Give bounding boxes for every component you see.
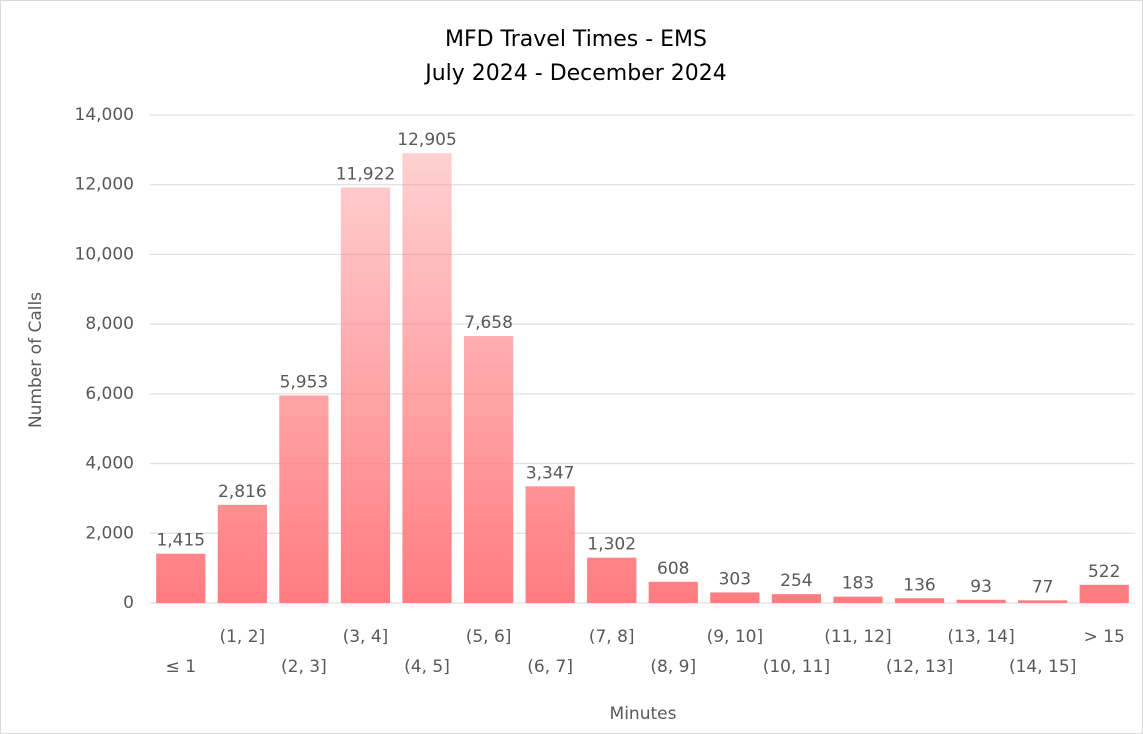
- x-tick-label: (7, 8]: [589, 627, 635, 647]
- bar: [648, 581, 698, 603]
- data-label: 7,658: [464, 313, 513, 333]
- bar: [525, 486, 575, 603]
- bar: [710, 592, 760, 603]
- data-label: 5,953: [280, 372, 329, 392]
- bar: [279, 395, 329, 603]
- data-label: 2,816: [218, 482, 267, 502]
- x-tick-label: (11, 12]: [824, 627, 891, 647]
- bar: [1079, 584, 1129, 603]
- data-label: 522: [1088, 562, 1120, 582]
- x-tick-label: (10, 11]: [763, 657, 830, 677]
- bar: [833, 596, 883, 603]
- data-label: 303: [719, 569, 751, 589]
- x-tick-label: ≤ 1: [166, 657, 196, 677]
- x-tick-label: (12, 13]: [886, 657, 953, 677]
- y-tick-label: 6,000: [85, 384, 134, 404]
- y-tick-label: 8,000: [85, 314, 134, 334]
- bar: [463, 336, 514, 603]
- bar: [340, 187, 391, 603]
- bar: [956, 599, 1006, 603]
- chart-subtitle: July 2024 - December 2024: [423, 61, 727, 86]
- data-label: 136: [903, 575, 935, 595]
- x-tick-label: > 15: [1084, 627, 1125, 647]
- bar: [587, 557, 637, 603]
- x-axis-label: Minutes: [610, 704, 677, 724]
- data-label: 608: [657, 559, 689, 579]
- data-label: 183: [842, 574, 874, 594]
- y-tick-label: 2,000: [85, 523, 134, 543]
- x-tick-label: (5, 6]: [466, 627, 512, 647]
- x-tick-label: (4, 5]: [404, 657, 450, 677]
- data-label: 77: [1032, 577, 1054, 597]
- x-tick-label: (3, 4]: [343, 627, 389, 647]
- x-tick-label: (8, 9]: [650, 657, 696, 677]
- y-tick-label: 10,000: [75, 244, 134, 264]
- data-label: 93: [970, 577, 992, 597]
- chart-title: MFD Travel Times - EMS: [445, 27, 707, 52]
- bar: [771, 594, 822, 603]
- bar: [894, 598, 945, 603]
- bar: [1018, 600, 1068, 603]
- data-label: 11,922: [336, 164, 395, 184]
- y-tick-label: 12,000: [75, 175, 134, 195]
- data-label: 3,347: [526, 463, 575, 483]
- x-tick-label: (9, 10]: [707, 627, 764, 647]
- data-label: 1,415: [156, 531, 205, 551]
- x-tick-label: (1, 2]: [219, 627, 265, 647]
- data-label: 12,905: [397, 130, 456, 150]
- y-tick-label: 14,000: [75, 105, 134, 125]
- x-tick-label: (14, 15]: [1009, 657, 1076, 677]
- x-tick-label: (6, 7]: [527, 657, 573, 677]
- data-label: 1,302: [587, 535, 636, 555]
- x-tick-label: (2, 3]: [281, 657, 327, 677]
- bar: [156, 553, 206, 603]
- y-tick-label: 4,000: [85, 454, 134, 474]
- y-axis-label: Number of Calls: [26, 292, 46, 428]
- bar: [402, 153, 452, 603]
- y-tick-label: 0: [123, 593, 134, 613]
- data-label: 254: [780, 571, 812, 591]
- x-tick-label: (13, 14]: [947, 627, 1014, 647]
- bar: [217, 504, 267, 603]
